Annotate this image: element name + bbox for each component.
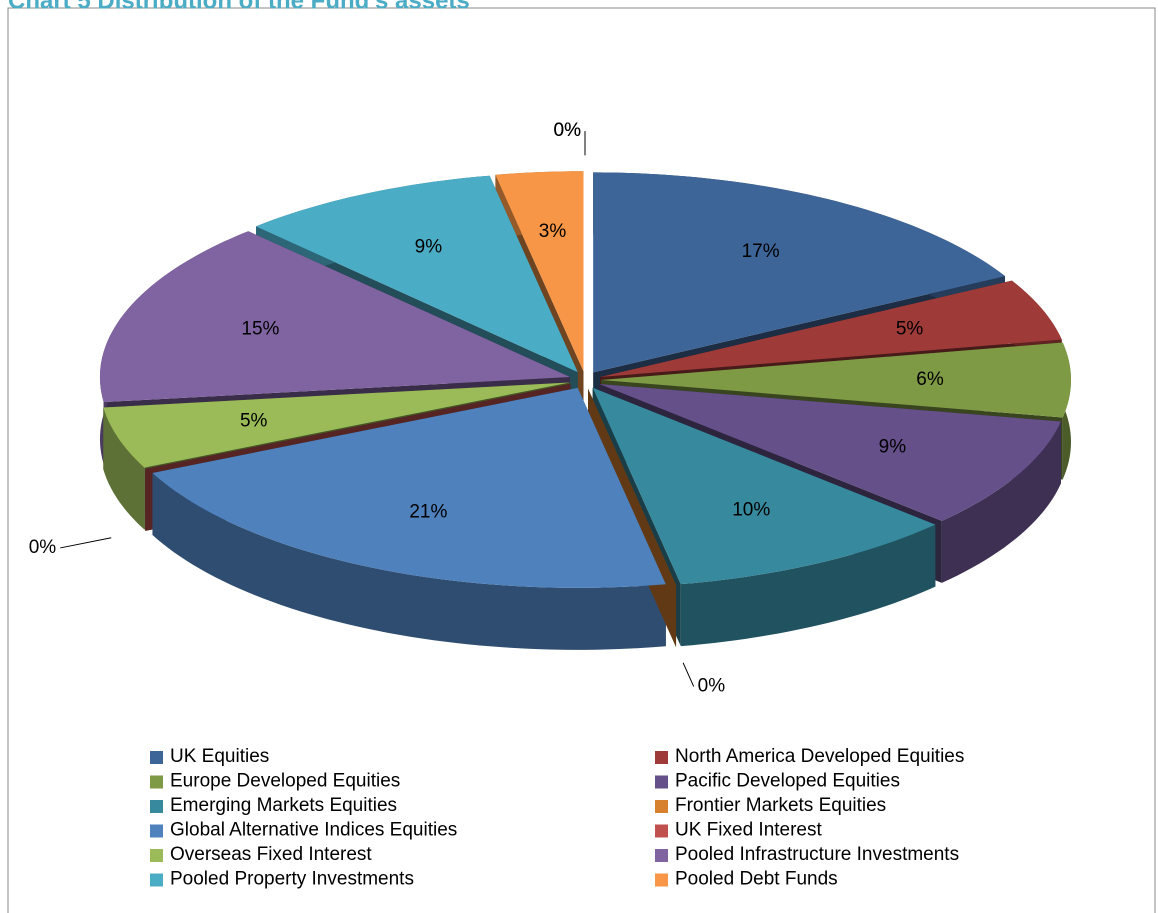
chart-title: Chart 5 Distribution of the Fund's asset… [8,0,470,14]
legend-swatch [150,873,163,887]
slice [103,382,570,468]
data-label: 15% [241,319,279,340]
slice [601,342,1071,418]
legend-label: Global Alternative Indices Equities [170,820,457,841]
data-label: 5% [240,411,268,432]
legend-swatch [655,824,668,838]
data-label: 0% [698,675,726,696]
legend-label: Pooled Infrastructure Investments [675,844,959,865]
slice [600,280,1062,378]
data-label: 0% [554,120,582,141]
slice [255,175,578,373]
slice [495,171,584,372]
legend-label: UK Fixed Interest [675,820,822,841]
slice [152,387,666,588]
slice [593,172,1006,373]
data-label: 17% [742,241,780,262]
data-label: 0% [554,120,582,141]
leader-line [60,537,112,549]
legend-swatch [150,751,163,764]
slice [592,387,936,585]
leader-line [682,662,695,687]
chart-frame [7,7,1156,913]
legend-swatch [150,849,163,862]
legend-swatch [655,775,668,789]
legend-label: UK Equities [170,746,269,767]
data-label: 6% [916,369,944,390]
legend-label: Pooled Property Investments [170,869,414,890]
legend-label: North America Developed Equities [675,746,964,767]
data-label: 10% [732,499,770,520]
slice-wall [680,524,936,647]
legend-label: Pooled Debt Funds [675,869,838,890]
legend-swatch [150,775,163,789]
legend-swatch [655,873,668,887]
data-label: 9% [415,236,443,257]
legend-swatch [150,800,163,813]
slice-wall [941,421,1061,583]
slice-wall [152,472,666,650]
legend-swatch [655,751,668,764]
slice [99,231,570,403]
legend-label: Pacific Developed Equities [675,771,900,792]
data-label: 3% [539,221,567,242]
data-label: 0% [29,537,57,558]
data-label: 5% [896,319,924,340]
slice-wall [103,407,145,530]
data-label: 21% [409,502,447,523]
legend-swatch [655,800,668,813]
data-label: 9% [879,437,907,458]
legend-label: Europe Developed Equities [170,771,400,792]
legend-swatch [150,824,163,838]
slice [599,383,1061,521]
legend-label: Overseas Fixed Interest [170,844,372,865]
legend-label: Frontier Markets Equities [675,795,886,816]
legend-swatch [655,849,668,862]
legend-label: Emerging Markets Equities [170,795,397,816]
